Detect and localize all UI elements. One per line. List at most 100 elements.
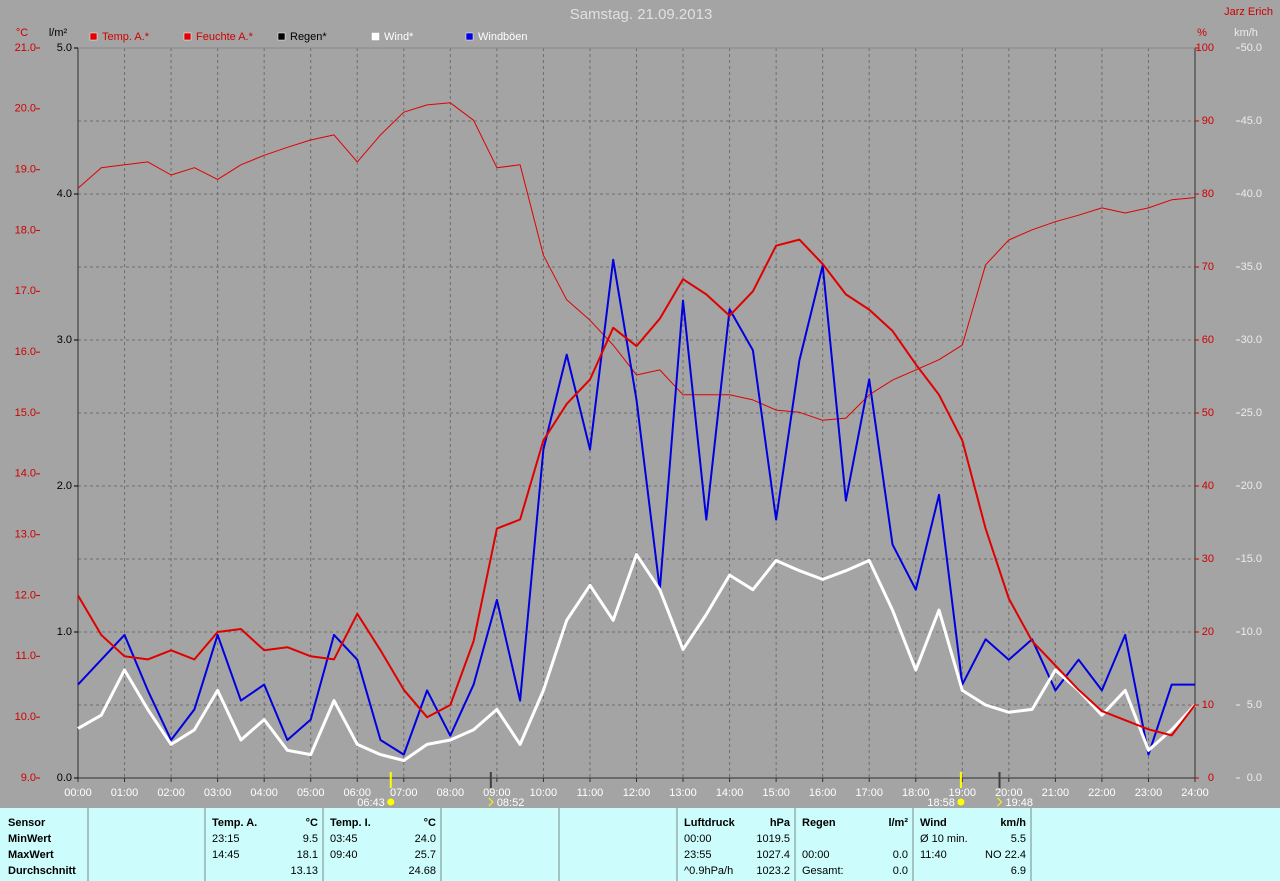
sun-icon <box>957 798 965 806</box>
y-tick-label: 20 <box>1202 626 1214 638</box>
x-tick-label: 12:00 <box>623 787 651 799</box>
table-header: Sensor <box>8 817 46 829</box>
event-label: 18:58 <box>927 797 955 809</box>
series-line <box>77 238 1196 737</box>
x-tick-label: 11:00 <box>577 787 604 799</box>
legend-swatch <box>183 32 192 41</box>
axis-unit: °C <box>16 27 28 39</box>
x-tick-label: 01:00 <box>111 787 139 799</box>
legend-swatch <box>371 32 380 41</box>
y-tick-label: 10.0 <box>15 711 36 723</box>
panel-header: Wind <box>920 817 947 829</box>
x-tick-label: 20:00 <box>995 787 1023 799</box>
axis-unit: % <box>1197 27 1207 39</box>
series-line <box>77 102 1196 421</box>
panel-unit: l/m² <box>888 817 908 829</box>
cell-time: ^0.9hPa/h <box>684 865 733 877</box>
x-tick-label: 13:00 <box>669 787 697 799</box>
panel-header: Regen <box>802 817 836 829</box>
x-tick-label: 15:00 <box>762 787 790 799</box>
y-tick-label: 20.0 <box>1241 480 1262 492</box>
x-tick-label: 09:00 <box>483 787 511 799</box>
cell-value: NO 22.4 <box>985 849 1026 861</box>
x-tick-label: 17:00 <box>855 787 883 799</box>
y-tick-label: 90 <box>1202 115 1214 127</box>
cell-time: 09:40 <box>330 849 358 861</box>
event-label: 06:43 <box>357 797 385 809</box>
cell-value: 18.1 <box>297 849 318 861</box>
legend-label: Windböen <box>478 31 528 43</box>
y-tick-label: 50.0 <box>1241 42 1262 54</box>
event-label: 19:48 <box>1006 797 1034 809</box>
x-tick-label: 10:00 <box>530 787 558 799</box>
cell-time: 14:45 <box>212 849 240 861</box>
y-tick-label: 10 <box>1202 699 1214 711</box>
sun-icon <box>387 798 395 806</box>
legend-label: Temp. A.* <box>102 31 150 43</box>
cell-value: 13.13 <box>290 865 318 877</box>
y-tick-label: 50 <box>1202 407 1214 419</box>
x-tick-label: 24:00 <box>1181 787 1209 799</box>
y-tick-label: 14.0 <box>15 468 36 480</box>
y-tick-label: 25.0 <box>1241 407 1262 419</box>
moon-icon <box>997 797 1003 807</box>
y-tick-label: 60 <box>1202 334 1214 346</box>
legend-swatch <box>277 32 286 41</box>
y-tick-label: 5.0 <box>57 42 72 54</box>
y-tick-label: 3.0 <box>57 334 72 346</box>
x-tick-label: 22:00 <box>1088 787 1116 799</box>
cell-time: Ø 10 min. <box>920 833 968 845</box>
y-tick-label: 100 <box>1196 42 1214 54</box>
cell-value: 9.5 <box>303 833 318 845</box>
row-label: MaxWert <box>8 849 54 861</box>
y-tick-label: 40 <box>1202 480 1214 492</box>
x-tick-label: 06:00 <box>343 787 371 799</box>
y-tick-label: 11.0 <box>15 650 36 662</box>
x-tick-label: 07:00 <box>390 787 418 799</box>
cell-value: 5.5 <box>1011 833 1026 845</box>
y-tick-label: 70 <box>1202 261 1214 273</box>
cell-value: 0.0 <box>893 849 908 861</box>
y-tick-label: 0 <box>1208 772 1214 784</box>
cell-time: 03:45 <box>330 833 358 845</box>
y-tick-label: 30 <box>1202 553 1214 565</box>
cell-value: 25.7 <box>415 849 436 861</box>
panel-header: Temp. I. <box>330 817 371 829</box>
cell-time: Gesamt: <box>802 865 844 877</box>
x-tick-label: 16:00 <box>809 787 837 799</box>
y-tick-label: 10.0 <box>1241 626 1262 638</box>
series-line <box>77 258 1195 756</box>
panel-unit: °C <box>306 817 318 829</box>
x-tick-label: 18:00 <box>902 787 930 799</box>
panel-unit: hPa <box>770 817 791 829</box>
y-tick-label: 16.0 <box>15 346 36 358</box>
cell-value: 1019.5 <box>756 833 790 845</box>
y-tick-label: 30.0 <box>1241 334 1262 346</box>
cell-value: 1023.2 <box>756 865 790 877</box>
author: Jarz Erich <box>1224 6 1273 18</box>
moon-icon <box>488 797 494 807</box>
series-line <box>77 553 1197 762</box>
y-tick-label: 0.0 <box>57 772 72 784</box>
x-tick-label: 14:00 <box>716 787 744 799</box>
stats-panel <box>0 808 1280 881</box>
x-tick-label: 21:00 <box>1042 787 1070 799</box>
legend-label: Wind* <box>384 31 414 43</box>
y-tick-label: 40.0 <box>1241 188 1262 200</box>
x-tick-label: 00:00 <box>64 787 92 799</box>
panel-header: Luftdruck <box>684 817 736 829</box>
panel-unit: °C <box>424 817 436 829</box>
legend-swatch <box>465 32 474 41</box>
y-tick-label: 45.0 <box>1241 115 1262 127</box>
legend-label: Regen* <box>290 31 327 43</box>
legend-swatch <box>89 32 98 41</box>
y-tick-label: 5.0 <box>1247 699 1262 711</box>
y-tick-label: 19.0 <box>15 164 36 176</box>
cell-value: 0.0 <box>893 865 908 877</box>
x-tick-label: 02:00 <box>157 787 185 799</box>
cell-time: 00:00 <box>802 849 830 861</box>
row-label: MinWert <box>8 833 52 845</box>
cell-time: 11:40 <box>920 849 947 861</box>
